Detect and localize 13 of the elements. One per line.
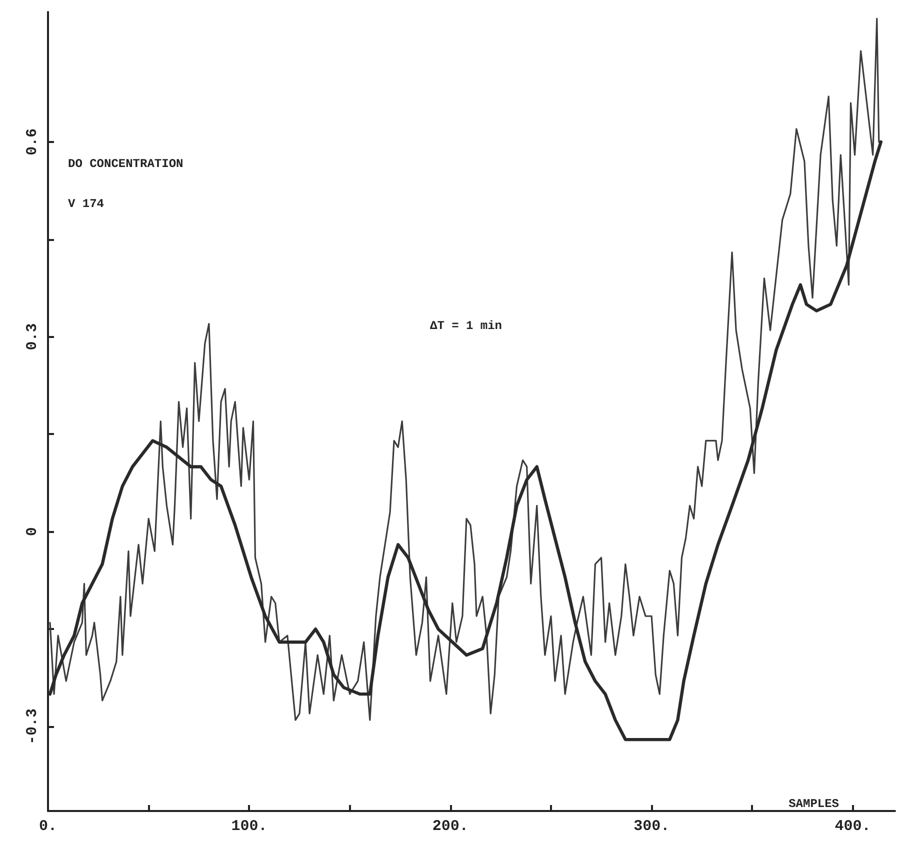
y-tick-label: -0.3 <box>24 708 41 745</box>
y-tick-label: 0.3 <box>24 323 41 350</box>
annotation: V 174 <box>68 197 104 211</box>
annotation: ΔT = 1 min <box>430 319 502 333</box>
y-tick-label: 0.6 <box>24 128 41 156</box>
x-tick-label: 100. <box>231 818 268 835</box>
x-tick-label: 400. <box>834 818 871 835</box>
x-tick-label: 200. <box>432 818 468 835</box>
x-tick-label: 300. <box>634 818 670 835</box>
x-tick-label: 0. <box>38 818 58 835</box>
x-axis-title: SAMPLES <box>788 797 840 811</box>
annotation: DO CONCENTRATION <box>68 157 184 171</box>
y-tick-label: 0 <box>24 527 41 536</box>
